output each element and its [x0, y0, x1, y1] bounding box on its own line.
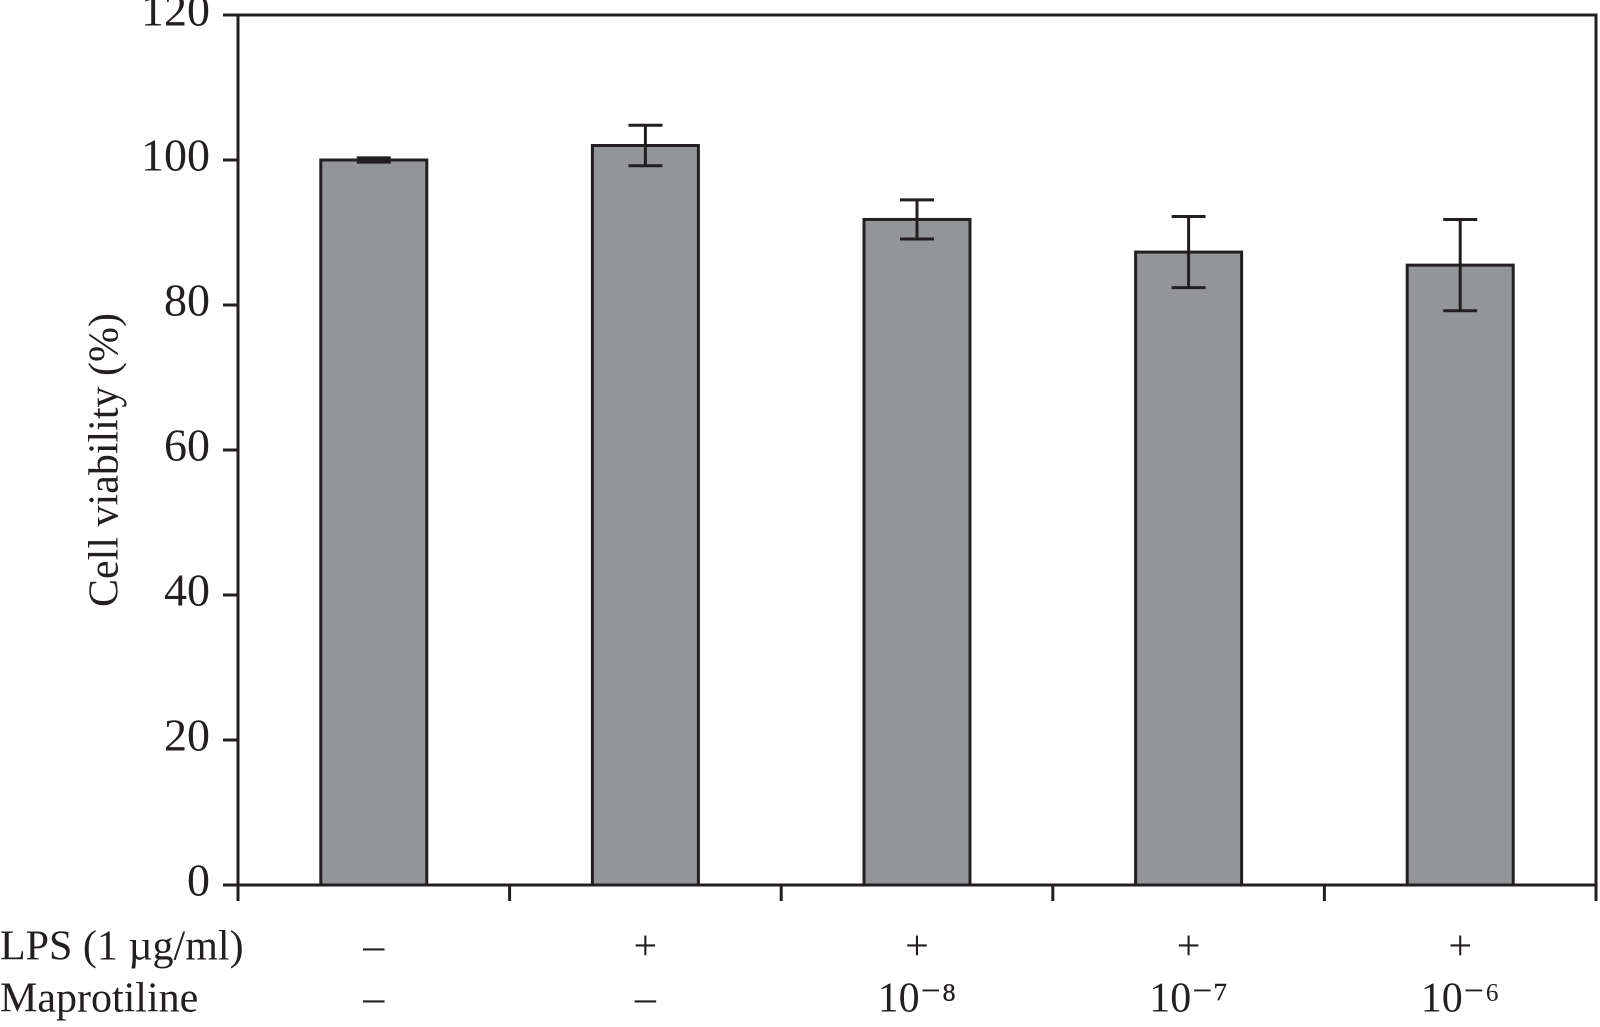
error-bar: [1171, 215, 1206, 290]
y-tick-label: 40: [164, 565, 210, 616]
bar: [590, 144, 700, 887]
error-bar: [900, 198, 934, 241]
row-label: Maprotiline: [0, 976, 198, 1022]
x-tick-label: +: [634, 924, 658, 970]
y-axis-label: Cell viability (%): [82, 313, 128, 607]
x-tick-label: 10⁻⁶: [1421, 976, 1500, 1022]
error-bar: [1443, 217, 1478, 313]
y-tick-label: 20: [164, 710, 210, 761]
y-tick-label: 120: [141, 0, 210, 36]
x-tick-label: –: [362, 976, 385, 1022]
y-tick-label: 60: [164, 420, 210, 471]
bar: [862, 217, 972, 887]
row-label: LPS (1 µg/ml): [0, 924, 244, 970]
y-tick-label: 80: [164, 275, 210, 326]
y-tick-label: 100: [141, 130, 210, 181]
x-tick-label: –: [362, 924, 385, 970]
x-tick-label: +: [905, 924, 929, 970]
x-tick-label: –: [634, 976, 657, 1022]
bar: [1405, 263, 1515, 887]
bar: [1134, 250, 1244, 887]
x-tick-label: 10⁻⁸: [878, 976, 957, 1022]
error-bar: [628, 123, 663, 168]
x-tick-label: +: [1448, 924, 1472, 970]
x-tick-label: +: [1177, 924, 1201, 970]
bar: [319, 158, 429, 887]
x-tick-label: 10⁻⁷: [1149, 976, 1228, 1022]
y-tick-label: 0: [187, 855, 210, 906]
error-bar: [356, 156, 391, 164]
